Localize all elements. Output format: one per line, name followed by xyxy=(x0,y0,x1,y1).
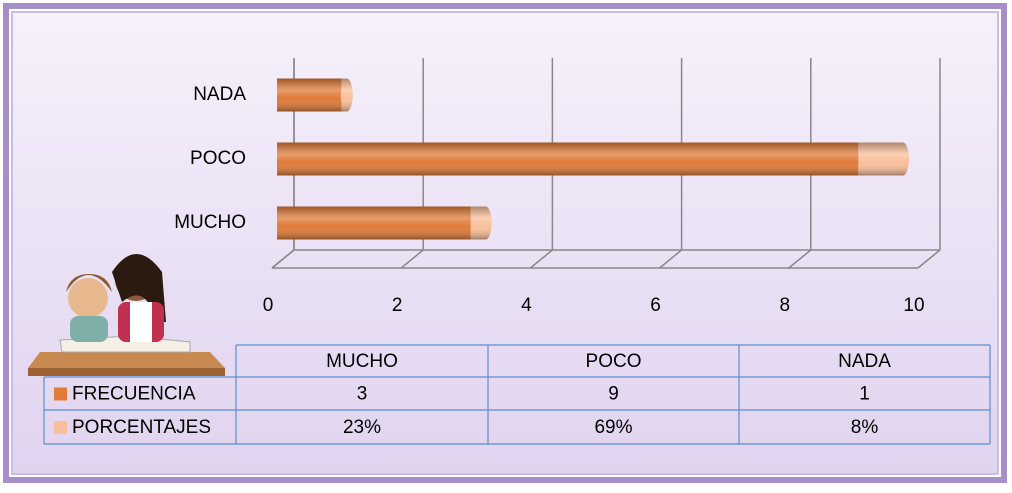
table-cell: 8% xyxy=(851,417,879,438)
table-cell: 1 xyxy=(859,384,870,405)
grid-line xyxy=(659,58,683,269)
bar-cap-shade xyxy=(340,78,353,112)
x-tick-label: 0 xyxy=(263,295,274,316)
grid-line xyxy=(271,58,295,269)
y-tick-label: MUCHO xyxy=(174,212,246,233)
table-cell: 69% xyxy=(594,417,632,438)
grid-line xyxy=(400,58,424,269)
y-tick-label: NADA xyxy=(193,84,246,105)
x-tick-label: 8 xyxy=(780,295,791,316)
table-header: POCO xyxy=(586,351,642,372)
grid-line xyxy=(529,58,554,269)
clipart xyxy=(28,254,225,376)
legend-key xyxy=(54,421,67,434)
bar-shade xyxy=(277,78,342,112)
grid-line xyxy=(788,58,812,269)
y-tick-label: POCO xyxy=(190,148,246,169)
frame xyxy=(11,11,999,475)
legend-label: FRECUENCIA xyxy=(72,384,196,405)
bar-cap-shade xyxy=(479,206,492,240)
x-tick-label: 2 xyxy=(392,295,403,316)
grid-line xyxy=(917,58,941,269)
x-tick-label: 4 xyxy=(521,295,532,316)
table-header: MUCHO xyxy=(326,351,398,372)
legend-label: PORCENTAJES xyxy=(72,417,211,438)
x-tick-label: 6 xyxy=(650,295,661,316)
bar-shade xyxy=(277,142,859,176)
table-cell: 23% xyxy=(343,417,381,438)
frame-border xyxy=(3,3,1007,483)
legend-key xyxy=(54,387,67,401)
x-tick-label: 10 xyxy=(903,295,924,316)
bar-shade xyxy=(277,206,471,240)
table-cell: 3 xyxy=(357,384,368,405)
table-header: NADA xyxy=(838,351,891,372)
table-cell: 9 xyxy=(608,384,619,405)
bar-shade xyxy=(858,142,903,176)
bar-cap-shade xyxy=(896,142,909,176)
